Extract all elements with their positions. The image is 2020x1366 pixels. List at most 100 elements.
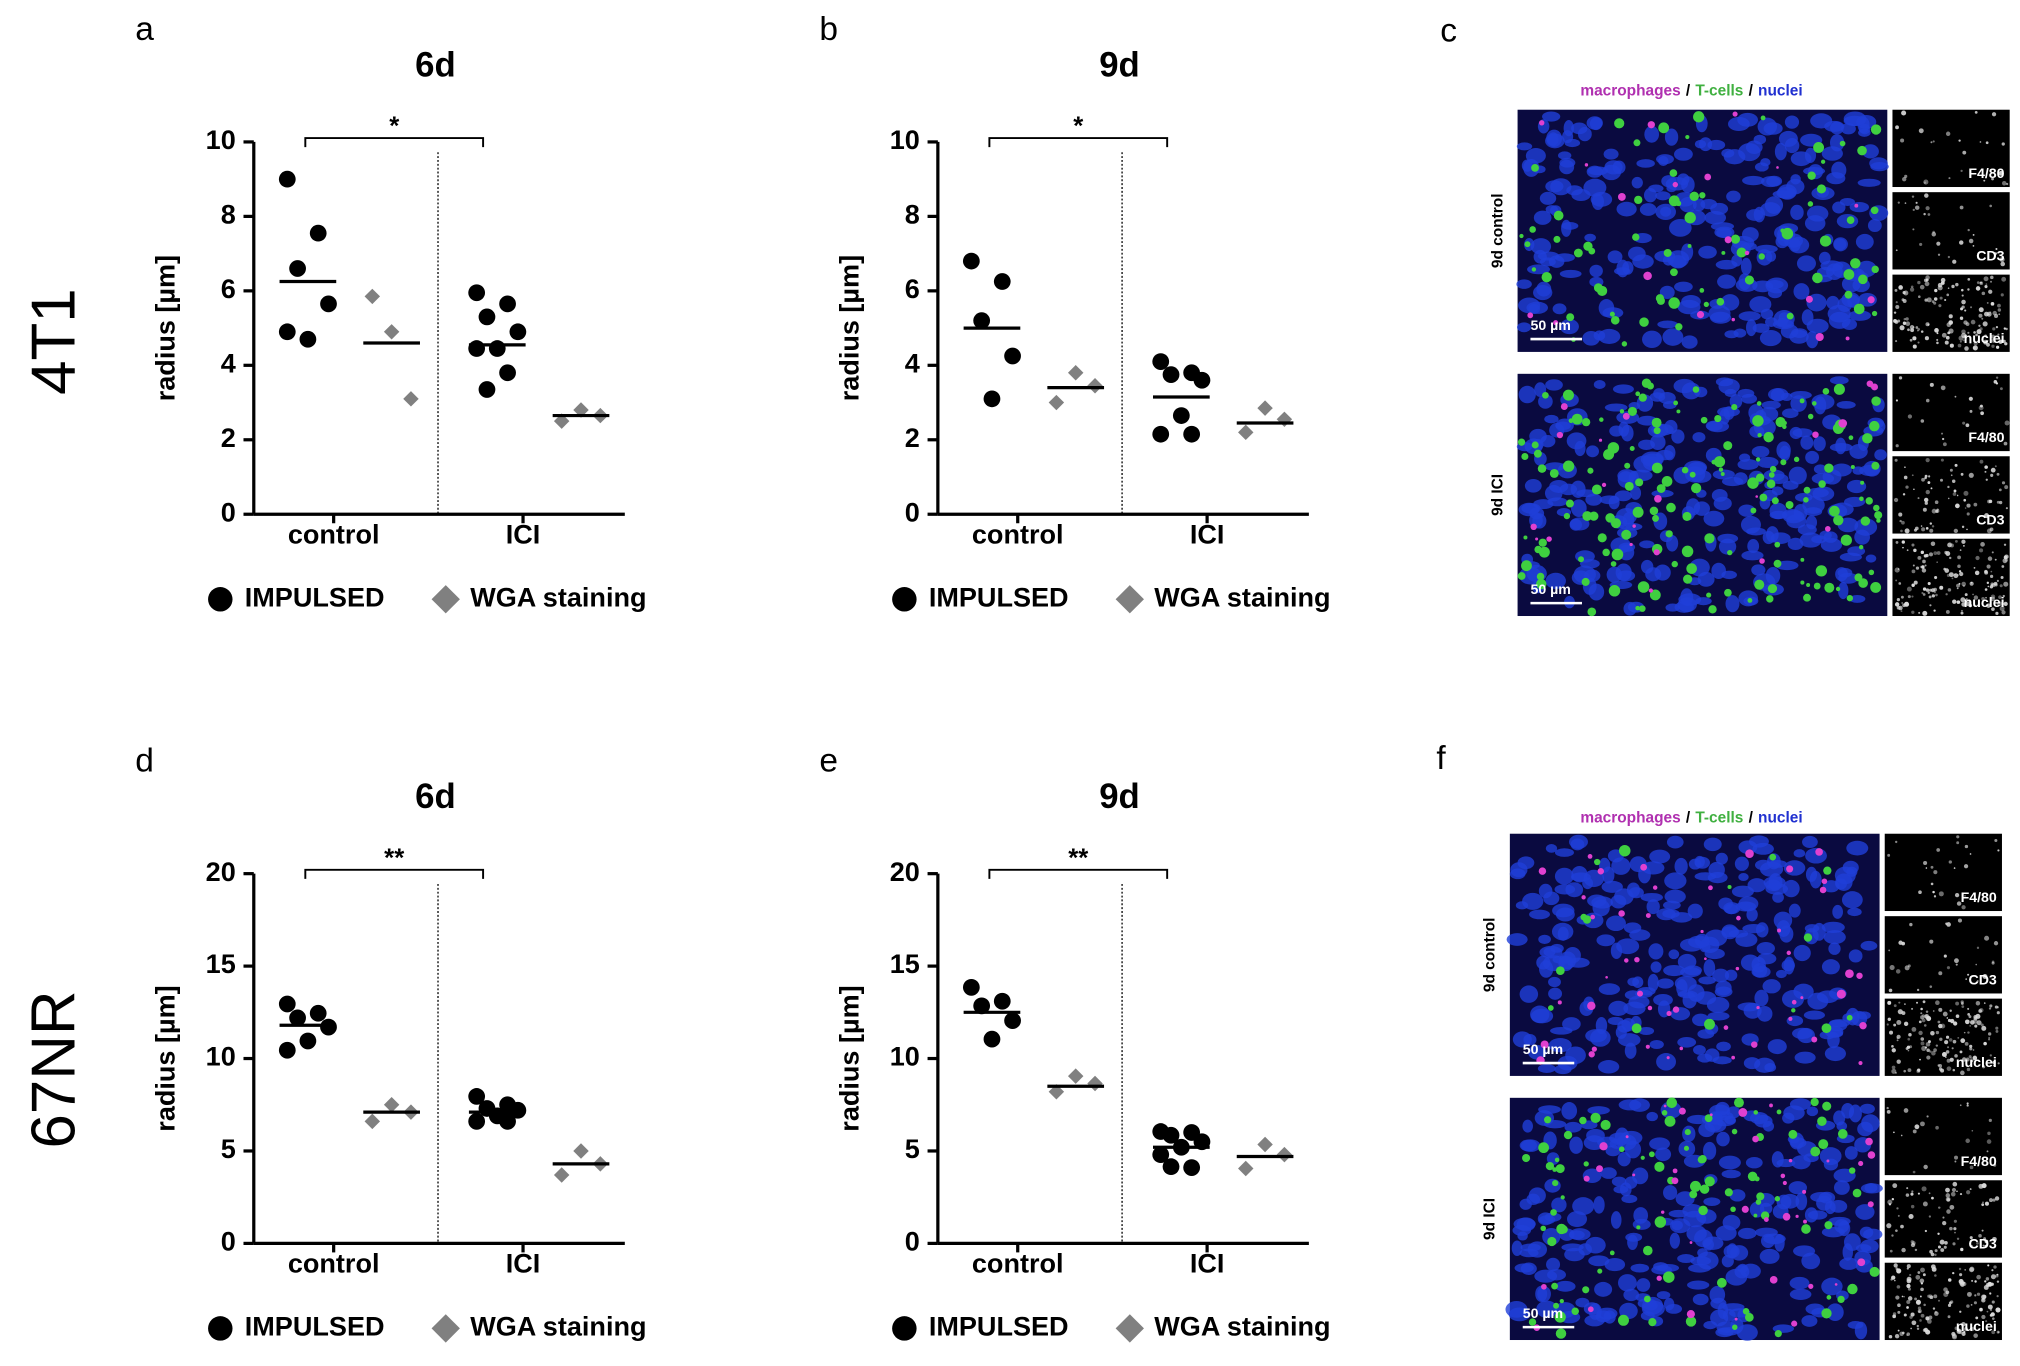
cell: [1697, 1248, 1708, 1258]
cell: [1786, 950, 1791, 956]
cell: [1755, 457, 1761, 462]
cell: [1777, 928, 1782, 933]
cell: [1773, 911, 1793, 930]
signal: [1959, 549, 1962, 552]
cell: [1823, 866, 1832, 875]
cell: [1724, 588, 1732, 597]
signal: [1950, 474, 1953, 477]
signal: [1936, 561, 1938, 563]
cell: [1546, 536, 1552, 542]
header-part: /: [1749, 809, 1754, 826]
cell: [1848, 435, 1854, 441]
signal: [2001, 610, 2006, 615]
signal: [1990, 594, 1996, 599]
cell: [1649, 589, 1661, 601]
cell: [1812, 401, 1817, 406]
signal: [1964, 844, 1969, 849]
cell: [1695, 597, 1712, 606]
signal: [1891, 1065, 1896, 1070]
cell: [1632, 506, 1644, 518]
cell: [1615, 563, 1632, 582]
cell: [1762, 979, 1781, 994]
cell: [1607, 250, 1623, 264]
cell: [1683, 1210, 1707, 1228]
channel-label: CD3: [1976, 248, 2004, 264]
cell: [1625, 1232, 1643, 1242]
signal: [1964, 894, 1966, 897]
signal: [1911, 474, 1914, 477]
cell: [1839, 1257, 1859, 1270]
signal: [1988, 1118, 1992, 1122]
cell: [1637, 1298, 1657, 1309]
signal: [1996, 1330, 2000, 1334]
cell: [1528, 1318, 1537, 1326]
signal: [1984, 334, 1988, 338]
cell: [1541, 271, 1552, 283]
signal: [1917, 280, 1921, 285]
signal: [1901, 540, 1905, 544]
signal: [1959, 340, 1962, 343]
cell: [1838, 582, 1849, 600]
cell: [1519, 1139, 1538, 1152]
cell: [1704, 929, 1728, 947]
cell: [1713, 496, 1732, 511]
cell: [1706, 592, 1712, 598]
signal: [1975, 963, 1978, 966]
cell: [1857, 145, 1867, 156]
signal: [1972, 345, 1978, 351]
cell: [1789, 1276, 1810, 1290]
cell: [1780, 459, 1787, 466]
signal: [1886, 1223, 1892, 1229]
significance-label: **: [1068, 844, 1088, 872]
y-tick-label: 5: [221, 1134, 236, 1164]
cell: [1870, 581, 1882, 593]
signal: [1984, 1201, 1989, 1206]
signal: [2005, 327, 2008, 331]
cell: [1611, 548, 1624, 561]
cell: [1865, 497, 1873, 505]
cell: [1508, 1307, 1531, 1322]
signal: [1987, 1304, 1993, 1310]
signal: [1906, 1267, 1909, 1270]
scale-bar-label: 50 µm: [1523, 1306, 1563, 1322]
signal: [1906, 586, 1912, 592]
signal: [1942, 442, 1947, 447]
cell: [1645, 1044, 1650, 1049]
cell: [1518, 385, 1536, 404]
signal: [1991, 1269, 1994, 1272]
signal: [1954, 395, 1957, 398]
signal: [1922, 593, 1926, 596]
signal: [1969, 409, 1973, 413]
cell: [1618, 1146, 1625, 1153]
signal: [1934, 1249, 1938, 1253]
signal: [1996, 579, 1999, 582]
cell: [1614, 118, 1625, 129]
signal: [1953, 867, 1956, 869]
cell: [1517, 572, 1526, 580]
signal: [1970, 1020, 1975, 1025]
signal: [1929, 985, 1933, 988]
signal: [1897, 568, 1900, 570]
signal: [1982, 1244, 1985, 1247]
y-tick-label: 0: [221, 1227, 236, 1257]
y-axis-label: radius [µm]: [151, 985, 181, 1131]
cell: [1544, 1116, 1552, 1124]
data-point: [1004, 1012, 1021, 1030]
signal: [1951, 1047, 1954, 1050]
signal: [1961, 1005, 1965, 1008]
cell: [1714, 986, 1733, 998]
signal: [1927, 481, 1931, 485]
cell: [1803, 1219, 1807, 1224]
cell: [1617, 1020, 1633, 1033]
cell: [1819, 886, 1827, 894]
cell: [1759, 330, 1782, 347]
header-part: /: [1686, 809, 1691, 826]
data-point: [892, 1316, 917, 1341]
signal: [1955, 1001, 1960, 1006]
signal: [1931, 508, 1937, 514]
signal: [1982, 1065, 1986, 1069]
cell: [1708, 304, 1731, 323]
cell: [1854, 203, 1859, 208]
cell: [1649, 1039, 1664, 1050]
